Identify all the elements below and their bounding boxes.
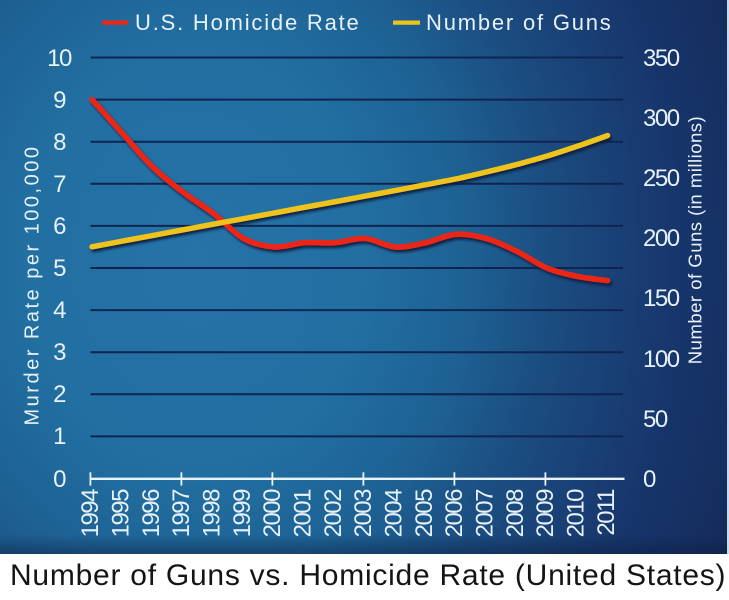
svg-text:4: 4 [53, 297, 66, 324]
svg-text:0: 0 [53, 466, 66, 493]
svg-text:10: 10 [47, 45, 72, 72]
svg-text:7: 7 [53, 171, 66, 198]
svg-text:9: 9 [53, 87, 66, 114]
svg-text:5: 5 [53, 255, 66, 282]
svg-text:1995: 1995 [108, 489, 135, 538]
svg-text:6: 6 [53, 213, 66, 240]
svg-text:2008: 2008 [502, 489, 529, 538]
svg-text:2007: 2007 [472, 489, 499, 538]
svg-text:3: 3 [53, 339, 66, 366]
svg-text:U.S. Homicide Rate: U.S. Homicide Rate [135, 10, 361, 35]
svg-text:2006: 2006 [441, 489, 468, 538]
svg-text:200: 200 [643, 225, 680, 252]
svg-text:250: 250 [643, 165, 680, 192]
svg-text:2000: 2000 [259, 489, 286, 538]
svg-text:1996: 1996 [138, 489, 165, 538]
svg-text:1998: 1998 [199, 489, 226, 538]
svg-text:2: 2 [53, 381, 66, 408]
svg-text:Number of Guns: Number of Guns [426, 10, 613, 35]
svg-text:2001: 2001 [290, 489, 317, 538]
svg-text:2004: 2004 [381, 489, 408, 538]
svg-text:350: 350 [643, 45, 680, 72]
svg-text:2011: 2011 [593, 489, 620, 536]
svg-text:2009: 2009 [532, 489, 559, 538]
svg-text:0: 0 [643, 466, 656, 493]
svg-text:1997: 1997 [168, 489, 195, 538]
svg-text:Number of Guns (in millions): Number of Guns (in millions) [685, 116, 706, 364]
svg-text:2010: 2010 [563, 489, 590, 538]
svg-text:Murder Rate per 100,000: Murder Rate per 100,000 [22, 145, 44, 426]
svg-text:2003: 2003 [350, 489, 377, 538]
svg-text:1: 1 [53, 423, 66, 450]
svg-text:300: 300 [643, 105, 680, 132]
svg-text:1999: 1999 [229, 489, 256, 538]
svg-text:100: 100 [643, 346, 680, 373]
svg-text:50: 50 [643, 406, 668, 433]
svg-text:150: 150 [643, 285, 680, 312]
svg-text:1994: 1994 [77, 489, 104, 538]
svg-text:2002: 2002 [320, 489, 347, 538]
svg-text:2005: 2005 [411, 489, 438, 538]
svg-text:8: 8 [53, 129, 66, 156]
